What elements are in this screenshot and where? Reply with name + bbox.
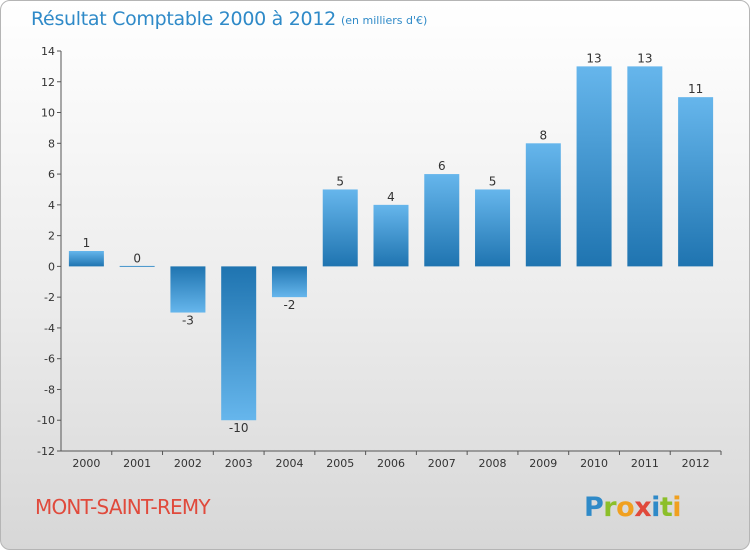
data-label-2007: 6 [438,159,446,173]
y-tick-label: 4 [48,199,55,212]
y-tick-label: -12 [37,445,55,458]
data-label-2011: 13 [637,51,652,65]
bar-2004 [271,266,307,298]
x-tick-label: 2006 [377,457,405,470]
y-tick-label: 2 [48,230,55,243]
bar-2006 [373,204,409,267]
data-label-2000: 1 [83,236,91,250]
data-label-2002: -3 [182,314,194,328]
x-tick-label: 2009 [529,457,557,470]
y-tick-label: -10 [37,414,55,427]
y-tick-label: -2 [44,291,55,304]
data-label-2006: 4 [387,190,395,204]
logo-letter: i [651,492,660,523]
x-tick-label: 2000 [72,457,100,470]
bar-2005 [322,189,358,267]
data-label-2008: 5 [489,174,497,188]
x-tick-label: 2002 [174,457,202,470]
x-tick-label: 2010 [580,457,608,470]
bar-2008 [475,189,511,267]
data-label-2003: -10 [229,421,249,435]
bar-2002 [170,266,206,313]
bar-2007 [424,174,460,267]
bar-2003 [221,266,257,421]
y-tick-label: 0 [48,260,55,273]
x-tick-label: 2008 [479,457,507,470]
proxiti-logo: Proxiti [584,492,682,523]
logo-letter: i [672,492,682,523]
logo-letter: t [659,492,673,523]
data-label-2005: 5 [336,174,344,188]
x-tick-label: 2012 [682,457,710,470]
logo-letter: r [603,492,617,523]
data-label-2009: 8 [539,128,547,142]
logo-letter: P [584,492,604,523]
bar-2011 [627,66,663,267]
y-tick-label: 6 [48,168,55,181]
y-tick-label: -6 [44,353,55,366]
x-tick-label: 2011 [631,457,659,470]
y-tick-label: 12 [41,76,55,89]
data-labels: 1 0 -3 -10 -2 5 4 6 5 8 13 13 11 [83,51,704,435]
bar-2010 [576,66,612,267]
bar-2000 [68,251,104,267]
bars [68,66,714,421]
x-tick-label: 2005 [326,457,354,470]
x-tick-label: 2001 [123,457,151,470]
chart-title: Résultat Comptable 2000 à 2012 [31,8,336,30]
logo-letter: x [634,492,652,523]
y-tick-label: 8 [48,137,55,150]
y-tick-label: -4 [44,322,55,335]
y-tick-label: 14 [41,45,55,58]
y-tick-label: -8 [44,383,55,396]
commune-name: MONT-SAINT-REMY [35,495,211,519]
x-tick-label: 2004 [275,457,303,470]
bar-2009 [525,143,561,267]
x-tick-label: 2007 [428,457,456,470]
data-label-2010: 13 [586,51,601,65]
data-label-2012: 11 [688,82,703,96]
bar-2012 [678,97,714,267]
logo-letter: o [616,492,635,523]
data-label-2001: 0 [133,251,141,265]
x-tick-label: 2003 [225,457,253,470]
bar-2001 [119,265,155,267]
y-tick-label: 10 [41,107,55,120]
chart-subtitle: (en milliers d'€) [341,14,428,27]
data-label-2004: -2 [283,298,295,312]
